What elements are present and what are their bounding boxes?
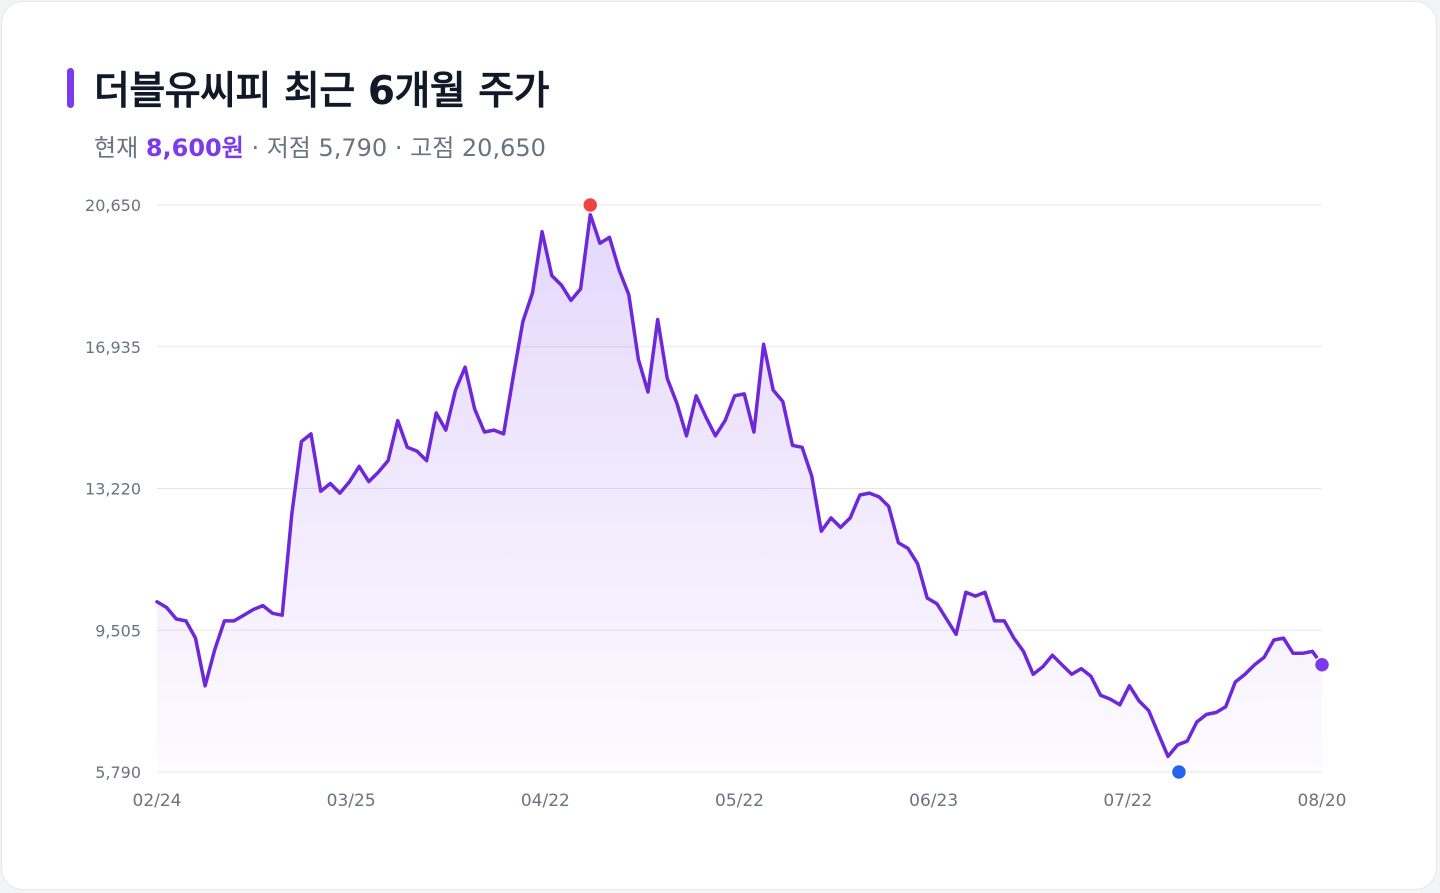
- x-tick-label: 03/25: [327, 791, 376, 811]
- high-point-marker: [582, 196, 599, 214]
- y-tick-label: 5,790: [95, 763, 141, 782]
- price-area: [157, 214, 1322, 772]
- current-point-marker: [1313, 656, 1331, 674]
- price-line: [155, 212, 1324, 759]
- current-price-value: 8,600원: [145, 134, 244, 162]
- y-tick-label: 16,935: [85, 338, 141, 357]
- x-tick-label: 07/22: [1103, 791, 1152, 811]
- y-tick-label: 9,505: [95, 621, 141, 640]
- x-tick-label: 05/22: [715, 791, 764, 811]
- price-markers: [582, 196, 1331, 781]
- title-accent-bar: [67, 68, 74, 108]
- y-tick-label: 13,220: [85, 480, 141, 499]
- low-point-marker: [1170, 763, 1188, 781]
- chart-subtitle: 현재 8,600원 · 저점 5,790 · 고점 20,650: [94, 128, 546, 163]
- y-tick-label: 20,650: [85, 196, 141, 215]
- x-tick-label: 06/23: [909, 791, 958, 811]
- y-axis-ticks: 20,650 16,935 13,220 9,505 5,790: [85, 196, 141, 782]
- high-price-text: · 고점 20,650: [394, 134, 546, 162]
- low-price-text: · 저점 5,790: [251, 134, 388, 162]
- chart-title: 더블유씨피 최근 6개월 주가: [94, 69, 550, 114]
- x-axis-ticks: 02/24 03/25 04/22 05/22 06/23 07/22 08/20: [133, 791, 1347, 811]
- x-tick-label: 02/24: [133, 791, 182, 811]
- current-price-prefix: 현재: [94, 134, 139, 162]
- x-tick-label: 04/22: [521, 791, 570, 811]
- x-tick-label: 08/20: [1298, 791, 1347, 811]
